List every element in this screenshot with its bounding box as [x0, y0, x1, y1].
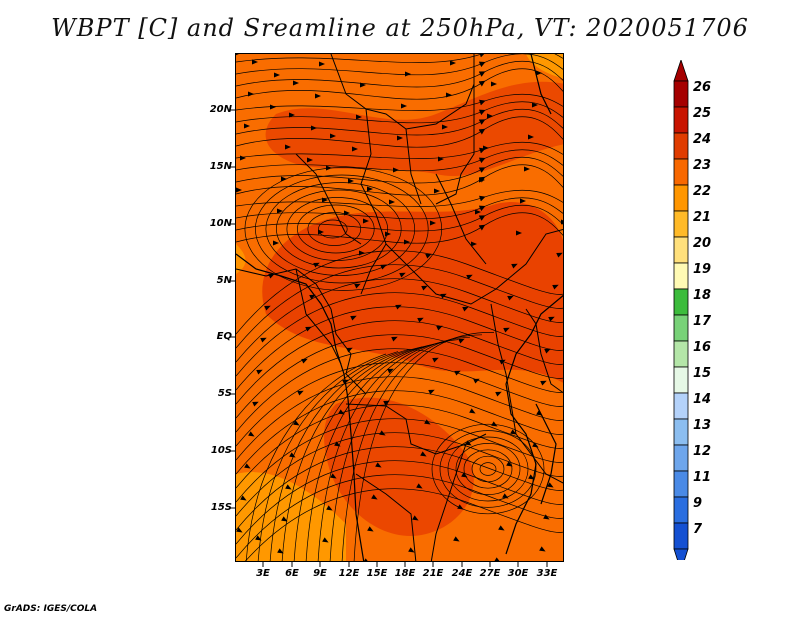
- warm-region-south: [324, 397, 474, 536]
- colorbar-swatch: [673, 184, 689, 212]
- lon-label-27e: 27E: [479, 568, 501, 579]
- map-title: WBPT [C] and Sreamline at 250hPa, VT: 20…: [51, 14, 749, 42]
- colorbar-swatch: [673, 496, 689, 524]
- colorbar-swatch: [673, 366, 689, 394]
- lon-label-18e: 18E: [394, 568, 416, 579]
- cool-region-west: [236, 244, 246, 274]
- colorbar-swatch: [673, 106, 689, 134]
- colorbar-swatch: [673, 470, 689, 498]
- lat-label-5s: 5S: [217, 388, 232, 399]
- colorbar-swatch: [673, 340, 689, 368]
- colorbar-swatch: [673, 288, 689, 316]
- colorbar-swatch: [673, 262, 689, 290]
- lat-label-5n: 5N: [216, 275, 232, 286]
- map-canvas: [236, 54, 563, 561]
- colorbar-label: 24: [693, 132, 712, 147]
- colorbar-label: 14: [693, 392, 712, 407]
- lon-label-3e: 3E: [256, 568, 270, 579]
- colorbar-swatch: [673, 210, 689, 238]
- streamlines: [236, 54, 563, 561]
- lon-label-21e: 21E: [422, 568, 444, 579]
- colorbar-label: 15: [693, 366, 712, 381]
- colorbar-label: 7: [693, 522, 703, 537]
- colorbar-label: 19: [693, 262, 712, 277]
- lon-label-15e: 15E: [366, 568, 388, 579]
- lon-ticks: [262, 561, 548, 567]
- lat-label-15s: 15S: [210, 502, 232, 513]
- lat-label-20n: 20N: [209, 104, 232, 115]
- colorbar-label: 25: [693, 106, 712, 121]
- lon-label-30e: 30E: [507, 568, 529, 579]
- colorbar-label: 18: [693, 288, 712, 303]
- lat-label-eq: EQ: [216, 331, 232, 342]
- colorbar-swatch: [673, 236, 689, 264]
- colorbar-arrow-bottom: [673, 548, 689, 560]
- colorbar: [673, 60, 689, 560]
- colorbar-arrow-top: [673, 60, 689, 82]
- colorbar-swatch: [673, 158, 689, 186]
- coastline: [236, 54, 563, 561]
- lon-label-6e: 6E: [285, 568, 299, 579]
- lat-label-10n: 10N: [209, 218, 232, 229]
- lat-label-10s: 10S: [210, 445, 232, 456]
- lat-label-15n: 15N: [209, 161, 232, 172]
- lon-label-33e: 33E: [536, 568, 558, 579]
- colorbar-label: 22: [693, 184, 712, 199]
- colorbar-swatch: [673, 418, 689, 446]
- colorbar-label: 11: [693, 470, 712, 485]
- map-plot: [235, 53, 564, 562]
- lon-label-24e: 24E: [451, 568, 473, 579]
- lat-ticks: [230, 109, 236, 509]
- colorbar-label: 23: [693, 158, 712, 173]
- country-borders: [236, 54, 563, 561]
- colorbar-label: 13: [693, 418, 712, 433]
- colorbar-swatch: [673, 522, 689, 550]
- colorbar-label: 20: [693, 236, 712, 251]
- colorbar-label: 26: [693, 80, 712, 95]
- colorbar-swatch: [673, 392, 689, 420]
- warm-region-north: [265, 81, 563, 176]
- lon-label-12e: 12E: [338, 568, 360, 579]
- colorbar-swatch: [673, 132, 689, 160]
- colorbar-label: 16: [693, 340, 712, 355]
- colorbar-label: 21: [693, 210, 712, 225]
- grads-credit: GrADS: IGES/COLA: [4, 604, 98, 614]
- colorbar-label: 12: [693, 444, 712, 459]
- colorbar-swatch: [673, 444, 689, 472]
- colorbar-label: 17: [693, 314, 712, 329]
- cool-region-southwest: [236, 472, 346, 561]
- lon-label-9e: 9E: [313, 568, 327, 579]
- colorbar-label: 9: [693, 496, 703, 511]
- warm-core-region: [262, 202, 563, 383]
- colorbar-swatch: [673, 80, 689, 108]
- colorbar-swatch: [673, 314, 689, 342]
